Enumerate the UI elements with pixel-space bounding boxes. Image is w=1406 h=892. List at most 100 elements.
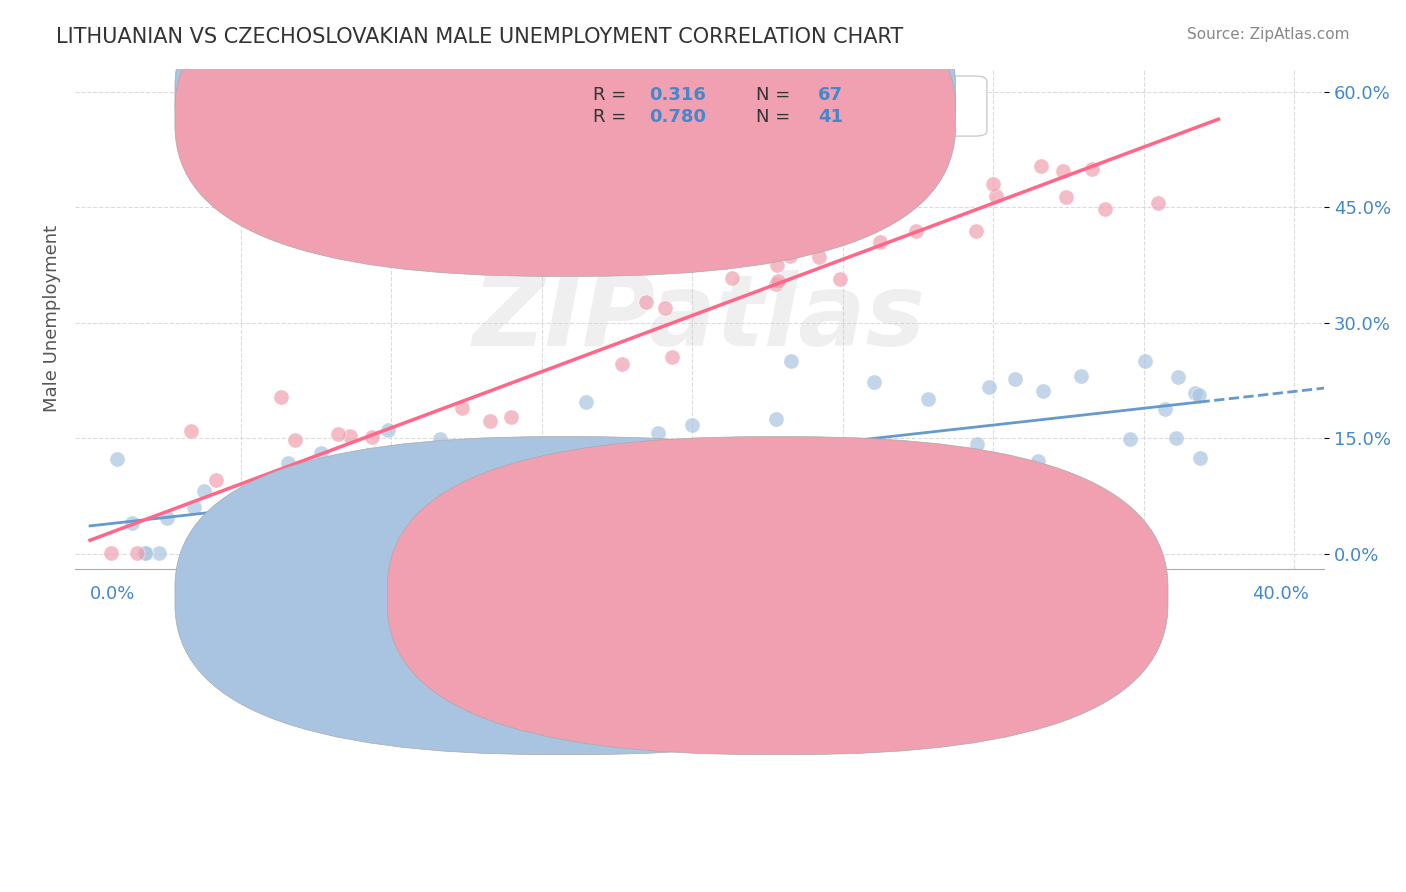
Point: [766, 274, 789, 288]
Point: [610, 357, 633, 371]
FancyBboxPatch shape: [174, 0, 956, 254]
Point: [583, 455, 606, 469]
Point: [105, 451, 128, 466]
Point: [231, 508, 253, 523]
Text: 0.780: 0.780: [650, 108, 707, 126]
Point: [636, 295, 658, 310]
Text: 0.316: 0.316: [650, 86, 706, 103]
Point: [890, 455, 912, 469]
Point: [193, 483, 215, 498]
Point: [758, 472, 780, 486]
Point: [284, 433, 307, 447]
Point: [1094, 202, 1116, 216]
FancyBboxPatch shape: [174, 436, 956, 755]
Point: [661, 351, 683, 365]
FancyBboxPatch shape: [387, 436, 1168, 755]
Point: [343, 470, 366, 484]
Point: [905, 224, 928, 238]
Point: [681, 417, 703, 432]
Point: [1032, 384, 1054, 399]
Point: [1004, 372, 1026, 386]
Text: Lithuanians: Lithuanians: [588, 586, 683, 605]
Text: 67: 67: [818, 86, 844, 103]
Point: [243, 520, 266, 534]
Point: [148, 546, 170, 560]
Point: [292, 502, 315, 516]
Point: [917, 392, 939, 406]
Point: [526, 464, 548, 478]
Point: [1119, 432, 1142, 446]
Point: [1147, 196, 1170, 211]
Point: [1184, 386, 1206, 401]
Point: [377, 423, 399, 437]
Point: [675, 439, 697, 453]
Point: [1153, 402, 1175, 417]
Text: N =: N =: [756, 86, 790, 103]
Point: [602, 527, 624, 541]
Point: [499, 474, 522, 488]
Point: [766, 258, 789, 272]
Point: [270, 390, 292, 404]
Point: [450, 401, 472, 416]
Point: [647, 426, 669, 441]
Point: [765, 412, 787, 426]
Point: [682, 211, 704, 225]
Text: R =: R =: [593, 86, 633, 103]
Point: [1052, 164, 1074, 178]
Point: [135, 546, 157, 560]
Point: [1102, 510, 1125, 524]
Point: [240, 536, 263, 550]
Text: R =: R =: [593, 108, 633, 126]
Text: ZIPatlas: ZIPatlas: [472, 270, 927, 368]
Point: [575, 395, 598, 409]
Point: [977, 380, 1000, 394]
Point: [277, 456, 299, 470]
Point: [453, 521, 475, 535]
Point: [429, 465, 451, 479]
Point: [862, 375, 884, 389]
Point: [981, 177, 1004, 191]
Point: [1167, 370, 1189, 384]
Point: [156, 511, 179, 525]
Point: [339, 429, 361, 443]
Point: [437, 546, 460, 560]
Text: Czechoslovakians: Czechoslovakians: [800, 586, 948, 605]
Point: [479, 414, 502, 428]
Point: [127, 546, 149, 560]
Point: [429, 432, 451, 446]
Point: [763, 491, 786, 505]
Point: [100, 546, 122, 560]
FancyBboxPatch shape: [524, 76, 987, 136]
Point: [309, 446, 332, 460]
Point: [780, 354, 803, 368]
Point: [305, 546, 328, 560]
Point: [1054, 190, 1077, 204]
Point: [180, 424, 202, 438]
Point: [720, 271, 742, 285]
Point: [429, 452, 451, 467]
Point: [1164, 431, 1187, 445]
Point: [794, 219, 817, 233]
Point: [765, 277, 787, 291]
Point: [121, 516, 143, 531]
Point: [838, 454, 860, 468]
Text: 0.0%: 0.0%: [90, 585, 135, 603]
Point: [402, 458, 425, 472]
Point: [221, 510, 243, 524]
Point: [654, 301, 676, 316]
Point: [489, 471, 512, 485]
Point: [828, 272, 851, 286]
Point: [984, 188, 1007, 202]
Point: [183, 535, 205, 549]
Point: [779, 249, 801, 263]
Point: [965, 224, 987, 238]
FancyBboxPatch shape: [174, 0, 956, 277]
Y-axis label: Male Unemployment: Male Unemployment: [44, 226, 60, 412]
Text: Source: ZipAtlas.com: Source: ZipAtlas.com: [1187, 27, 1350, 42]
Point: [1029, 159, 1052, 173]
Point: [415, 497, 437, 511]
Point: [768, 455, 790, 469]
Point: [509, 442, 531, 457]
Point: [1133, 354, 1156, 368]
Point: [391, 500, 413, 515]
